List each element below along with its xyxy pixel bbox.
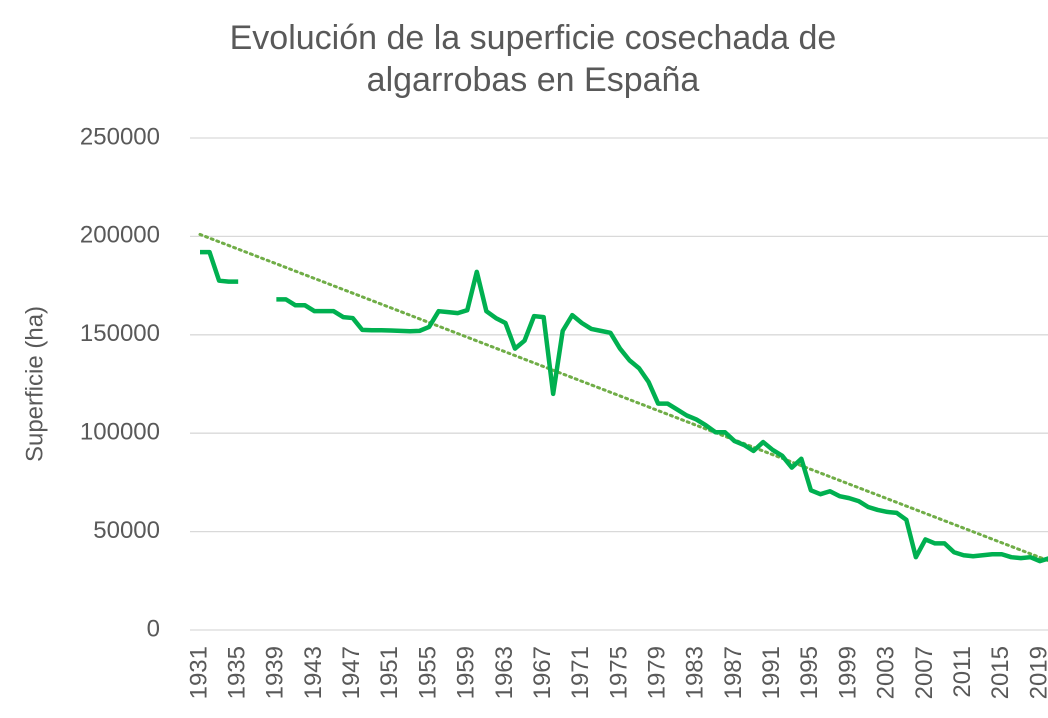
trendline	[198, 232, 1048, 563]
y-tick-label: 250000	[80, 123, 160, 150]
y-tick-label: 200000	[80, 222, 160, 249]
x-tick-label: 2003	[873, 646, 900, 699]
chart-title: Evolución de la superficie cosechada de	[230, 19, 837, 57]
x-tick-label: 1963	[491, 646, 518, 699]
x-tick-label: 1939	[262, 646, 289, 699]
x-tick-label: 2019	[1025, 646, 1048, 699]
x-tick-label: 1991	[758, 646, 785, 699]
x-tick-label: 1983	[682, 646, 709, 699]
x-tick-label: 1947	[338, 646, 365, 699]
x-tick-label: 1995	[796, 646, 823, 699]
x-tick-label: 1971	[567, 646, 594, 699]
y-tick-label: 50000	[93, 517, 160, 544]
x-tick-label: 1959	[453, 646, 480, 699]
x-tick-label: 1967	[529, 646, 556, 699]
x-tick-label: 1931	[185, 646, 212, 699]
data-line	[200, 249, 1048, 564]
y-axis-label: Superficie (ha)	[21, 306, 48, 462]
x-tick-label: 1987	[720, 646, 747, 699]
x-tick-label: 2011	[949, 646, 976, 698]
x-tick-label: 1935	[224, 646, 251, 699]
chart-title: algarrobas en España	[367, 61, 700, 99]
y-tick-label: 150000	[80, 320, 160, 347]
x-tick-label: 1999	[834, 646, 861, 699]
y-tick-label: 0	[147, 615, 160, 642]
x-tick-label: 2015	[987, 646, 1014, 699]
x-tick-label: 1943	[300, 646, 327, 699]
x-tick-label: 1951	[376, 646, 403, 699]
x-tick-label: 2007	[911, 646, 938, 699]
y-tick-label: 100000	[80, 419, 160, 446]
x-tick-label: 1979	[644, 646, 671, 699]
x-tick-label: 1955	[414, 646, 441, 699]
x-tick-label: 1975	[605, 646, 632, 699]
